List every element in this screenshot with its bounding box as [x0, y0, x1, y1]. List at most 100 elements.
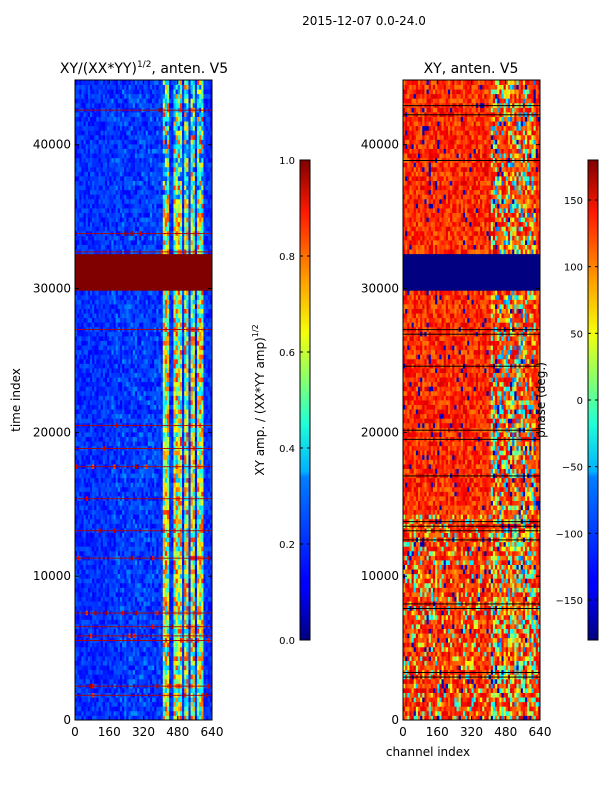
heatmap-cell: [109, 514, 112, 520]
heatmap-cell: [145, 701, 149, 707]
heatmap-cell: [107, 578, 110, 584]
heatmap-cell: [132, 546, 136, 552]
heatmap-cell: [132, 706, 136, 712]
heatmap-cell: [173, 660, 177, 666]
heatmap-cell: [98, 596, 102, 602]
heatmap-cell: [81, 377, 84, 383]
heatmap-cell: [128, 550, 132, 556]
heatmap-cell: [139, 509, 142, 515]
heatmap-cell: [177, 541, 181, 547]
heatmap-cell: [149, 605, 153, 611]
heatmap-cell: [96, 665, 99, 671]
heatmap-cell: [109, 491, 112, 497]
heatmap-cell: [194, 409, 198, 415]
heatmap-cell: [152, 509, 155, 515]
heatmap-cell: [81, 642, 84, 648]
heatmap-cell: [171, 582, 174, 588]
heatmap-cell: [89, 573, 93, 579]
heatmap-cell: [205, 395, 209, 401]
heatmap-cell: [197, 697, 200, 703]
heatmap-cell: [167, 500, 170, 506]
heatmap-cell: [100, 715, 104, 720]
heatmap-cell: [141, 706, 144, 712]
heatmap-cell: [77, 454, 80, 460]
heatmap-cell: [94, 646, 97, 652]
heatmap-cell: [169, 441, 172, 447]
heatmap-cell: [119, 646, 123, 652]
heatmap-cell: [203, 377, 206, 383]
heatmap-cell: [184, 390, 187, 396]
heatmap-cell: [156, 514, 159, 520]
heatmap-cell: [113, 706, 117, 712]
heatmap-cell: [209, 523, 212, 529]
heatmap-cell: [169, 368, 172, 373]
heatmap-cell: [83, 404, 87, 410]
flag-line: [75, 612, 212, 614]
heatmap-cell: [197, 400, 200, 405]
heatmap-cell: [115, 688, 119, 693]
heatmap-cell: [128, 432, 132, 437]
heatmap-cell: [119, 532, 123, 538]
heatmap-cell: [137, 669, 140, 675]
heatmap-cell: [184, 569, 187, 575]
heatmap-cell: [160, 541, 164, 547]
heatmap-cell: [92, 491, 95, 497]
heatmap-cell: [92, 368, 95, 373]
heatmap-cell: [113, 614, 117, 620]
heatmap-cell: [149, 363, 153, 369]
heatmap-cell: [132, 573, 136, 579]
heatmap-cell: [141, 546, 144, 552]
heatmap-cell: [175, 541, 179, 547]
heatmap-cell: [164, 400, 168, 405]
heatmap-cell: [119, 450, 123, 456]
heatmap-cell: [79, 386, 82, 392]
heatmap-cell: [104, 546, 108, 552]
heatmap-cell: [113, 505, 117, 511]
heatmap-cell: [149, 418, 153, 424]
heatmap-cell: [205, 454, 209, 460]
heatmap-cell: [134, 697, 138, 703]
heatmap-cell: [184, 710, 187, 716]
heatmap-cell: [197, 669, 200, 675]
heatmap-cell: [182, 363, 185, 369]
heatmap-cell: [149, 710, 153, 716]
heatmap-cell: [154, 436, 157, 442]
heatmap-cell: [175, 550, 179, 556]
heatmap-cell: [169, 560, 172, 565]
heatmap-cell: [77, 523, 80, 529]
heatmap-cell: [96, 715, 99, 720]
heatmap-cell: [111, 642, 114, 648]
heatmap-cell: [122, 514, 125, 520]
heatmap-cell: [132, 569, 136, 575]
heatmap-cell: [81, 619, 84, 625]
heatmap-cell: [186, 614, 189, 620]
heatmap-cell: [92, 701, 95, 707]
heatmap-cell: [182, 486, 185, 492]
heatmap-cell: [124, 409, 127, 415]
heatmap-cell: [89, 688, 93, 693]
heatmap-cell: [160, 395, 164, 401]
heatmap-cell: [192, 560, 196, 565]
heatmap-cell: [179, 518, 183, 524]
heatmap-cell: [192, 601, 196, 607]
heatmap-cell: [137, 413, 140, 419]
heatmap-cell: [173, 427, 177, 433]
heatmap-cell: [173, 432, 177, 437]
heatmap-cell: [143, 477, 147, 483]
heatmap-cell: [139, 418, 142, 424]
heatmap-cell: [207, 688, 211, 693]
heatmap-cell: [169, 592, 172, 597]
heatmap-cell: [119, 601, 123, 607]
heatmap-cell: [137, 486, 140, 492]
heatmap-cell: [111, 596, 114, 602]
heatmap-cell: [141, 482, 144, 488]
heatmap-cell: [197, 564, 200, 570]
heatmap-cell: [126, 614, 129, 620]
heatmap-cell: [115, 701, 119, 707]
heatmap-cell: [126, 505, 129, 511]
heatmap-cell: [77, 491, 80, 497]
heatmap-cell: [79, 514, 82, 520]
heatmap-cell: [109, 587, 112, 593]
heatmap-cell: [83, 500, 87, 506]
heatmap-cell: [130, 592, 134, 597]
